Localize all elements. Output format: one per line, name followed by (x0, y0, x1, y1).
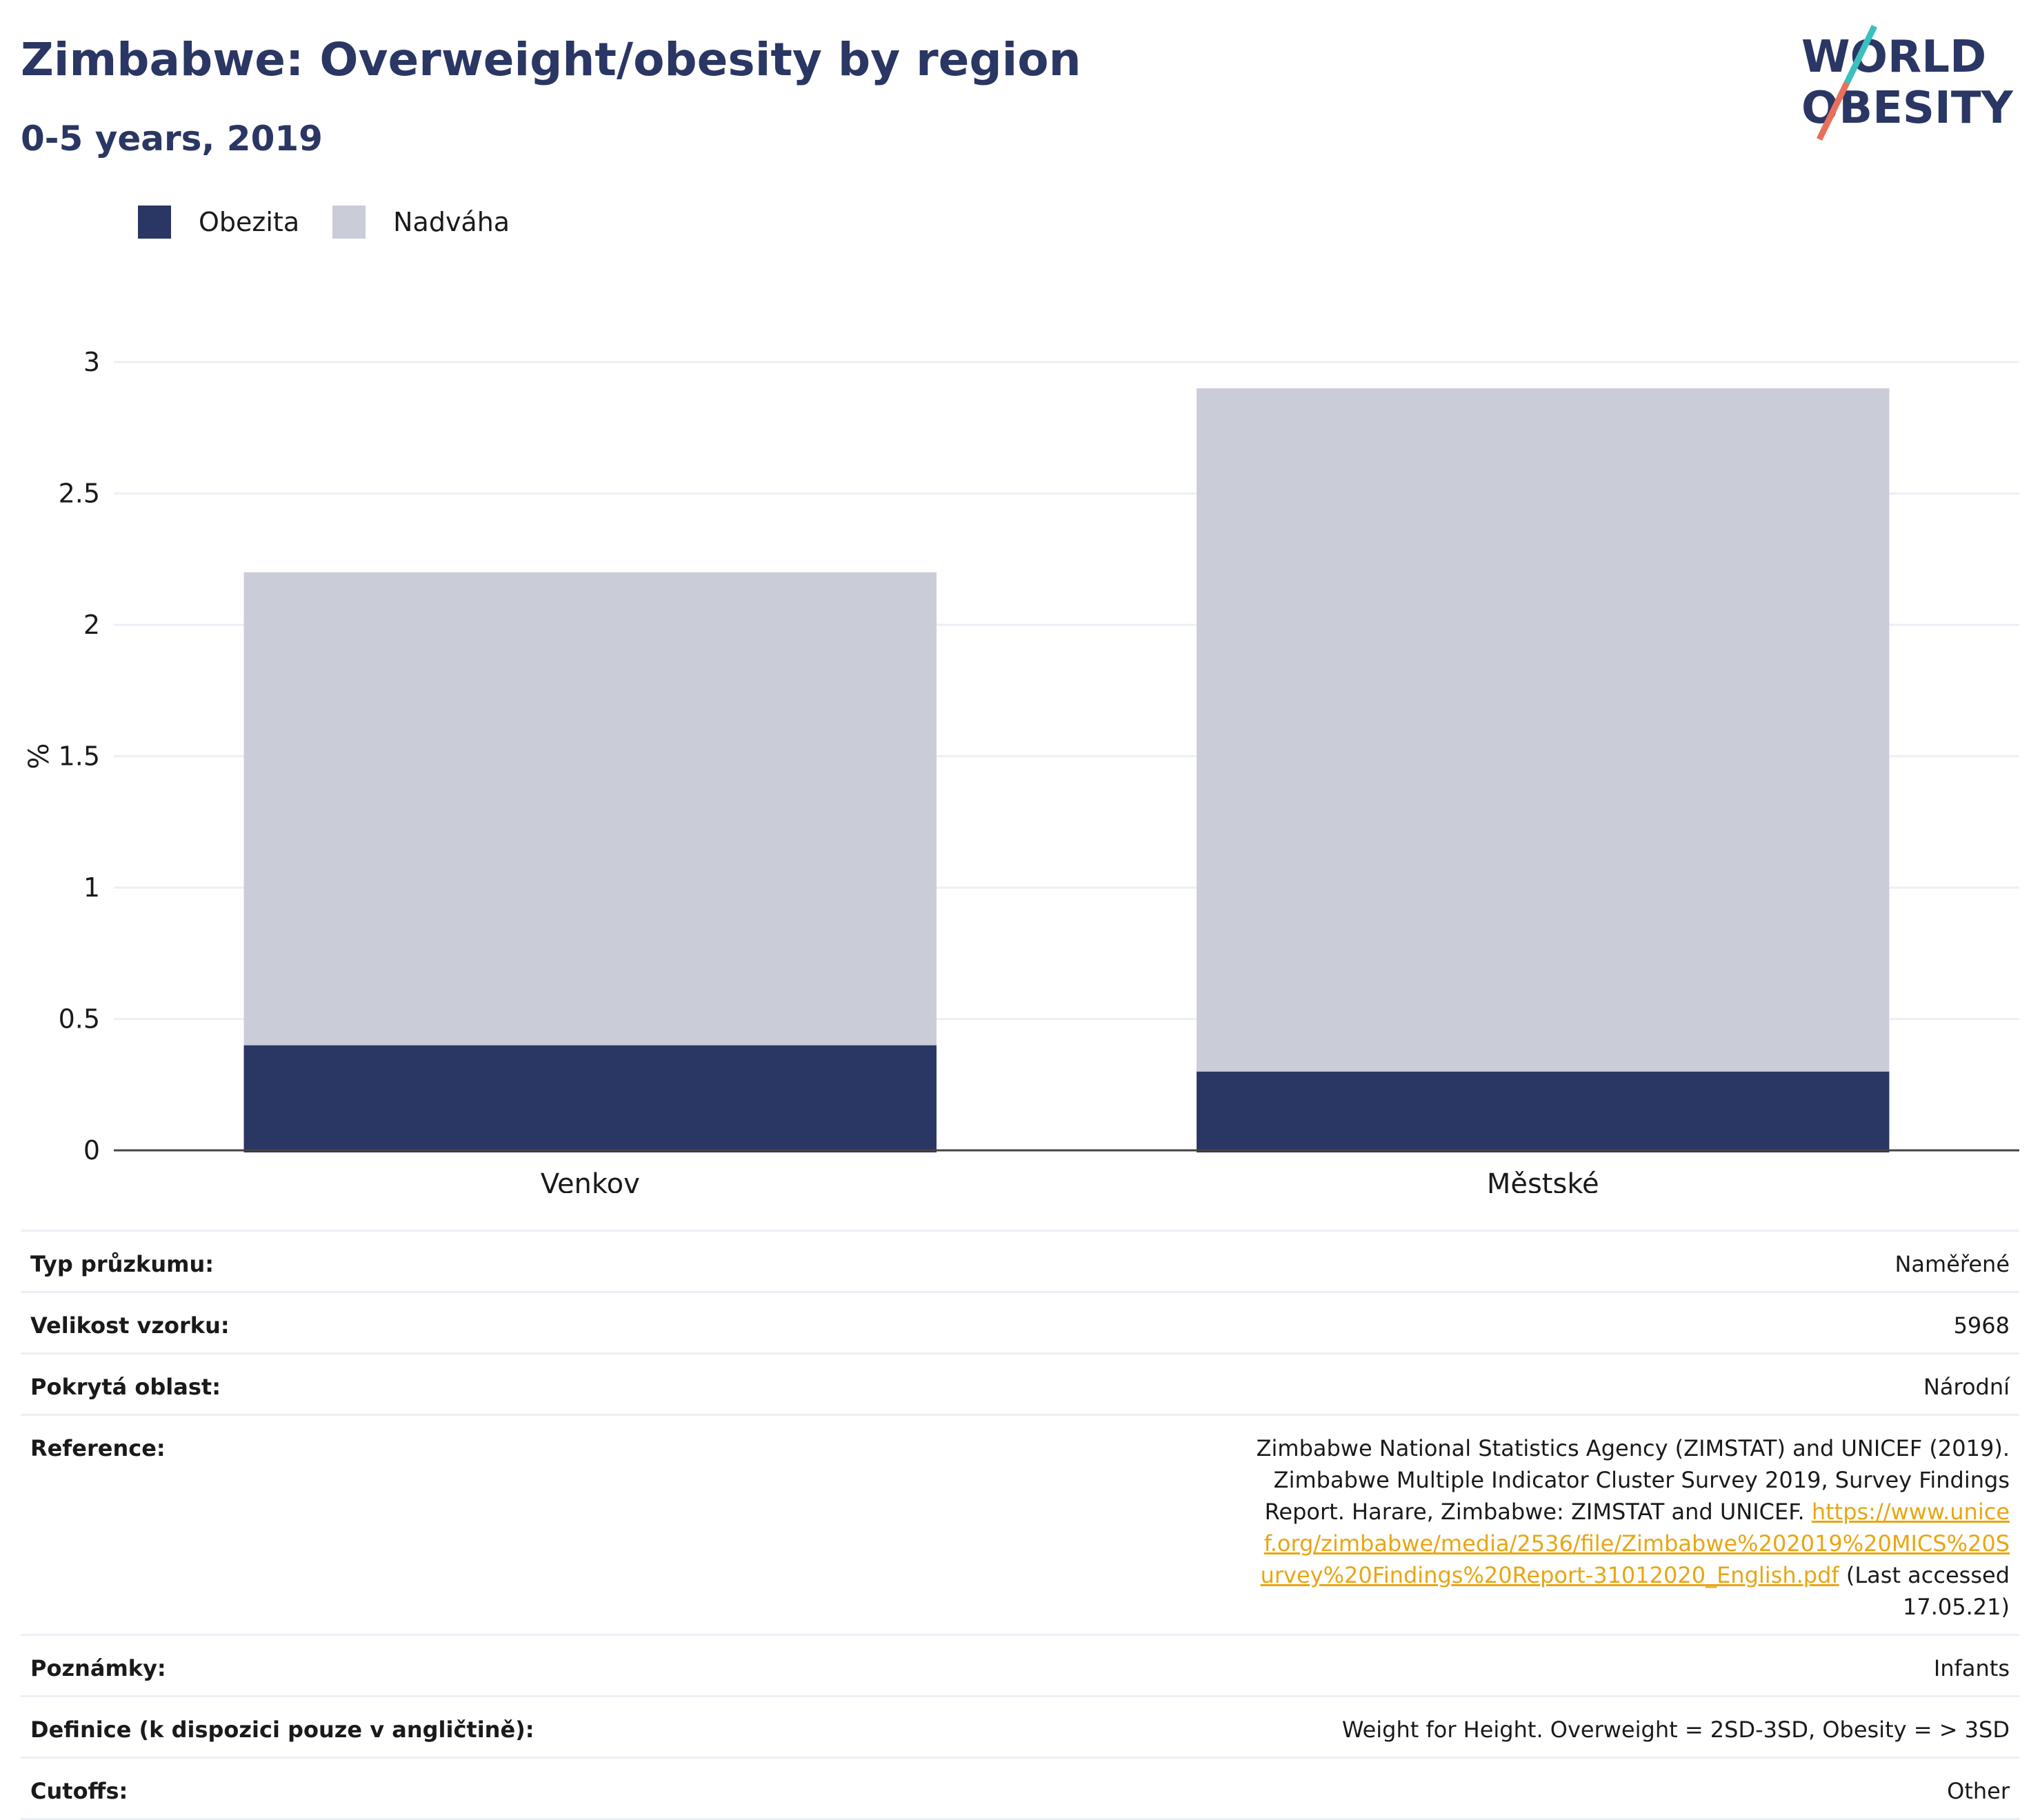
y-axis-label: % (23, 743, 55, 769)
meta-row-survey-type: Typ průzkumu: Naměřené (21, 1230, 2019, 1292)
bar-obezita-venkov (243, 1045, 937, 1152)
chart-subtitle: 0-5 years, 2019 (21, 119, 323, 159)
meta-row-cutoffs: Cutoffs: Other (21, 1757, 2019, 1820)
meta-row-notes: Poznámky: Infants (21, 1634, 2019, 1697)
meta-value: 5968 (661, 1291, 2019, 1354)
world-obesity-logo: WORLD OBESITY (1801, 25, 2013, 141)
bar-chart: 0 0.5 1 1.5 2 2.5 3% Venkov Městské (23, 347, 2019, 1193)
meta-label: Reference: (21, 1414, 661, 1635)
meta-value: Weight for Height. Overweight = 2SD-3SD,… (661, 1695, 2019, 1758)
meta-label: Pokrytá oblast: (21, 1352, 661, 1415)
metadata-table: Typ průzkumu: Naměřené Velikost vzorku: … (21, 1230, 2019, 1820)
svg-text:WORLD: WORLD (1801, 32, 1986, 83)
bar-obezita-městské (1197, 1071, 1890, 1152)
meta-value: Zimbabwe National Statistics Agency (ZIM… (661, 1414, 2019, 1635)
chart-title: Zimbabwe: Overweight/obesity by region (21, 33, 1081, 86)
y-tick-label: 1 (83, 872, 100, 903)
bar-nadváha-městské (1197, 388, 1890, 1072)
y-tick-label: 3 (83, 347, 100, 377)
meta-label: Velikost vzorku: (21, 1291, 661, 1354)
meta-row-definition: Definice (k dispozici pouze v angličtině… (21, 1695, 2019, 1758)
legend: Obezita Nadváha (138, 206, 543, 239)
meta-label: Typ průzkumu: (21, 1230, 661, 1292)
meta-value: Naměřené (661, 1230, 2019, 1292)
legend-swatch-nadvaha (332, 206, 366, 239)
y-tick-label: 2.5 (59, 479, 100, 509)
legend-label-nadvaha: Nadváha (393, 207, 510, 237)
meta-value: Other (661, 1757, 2019, 1820)
meta-value: Infants (661, 1634, 2019, 1697)
y-tick-label: 0.5 (59, 1004, 100, 1034)
meta-label: Poznámky: (21, 1634, 661, 1697)
meta-label: Cutoffs: (21, 1757, 661, 1820)
meta-row-reference: Reference: Zimbabwe National Statistics … (21, 1414, 2019, 1635)
reference-text: Zimbabwe National Statistics Agency (ZIM… (1256, 1435, 2010, 1525)
meta-value: Národní (661, 1352, 2019, 1415)
bar-nadváha-venkov (243, 572, 937, 1046)
legend-item-obezita[interactable]: Obezita (138, 206, 299, 239)
legend-swatch-obezita (138, 206, 171, 239)
reference-accessed: (Last accessed 17.05.21) (1846, 1562, 2010, 1620)
y-tick-label: 2 (83, 610, 100, 640)
legend-item-nadvaha[interactable]: Nadváha (332, 206, 510, 239)
x-tick-label: Městské (1487, 1168, 1599, 1193)
x-tick-label: Venkov (541, 1168, 640, 1193)
y-tick-label: 0 (83, 1135, 100, 1166)
reference-link[interactable]: https://www.unicef.org/zimbabwe/media/25… (1260, 1499, 2010, 1588)
meta-row-area: Pokrytá oblast: Národní (21, 1352, 2019, 1415)
meta-row-sample-size: Velikost vzorku: 5968 (21, 1291, 2019, 1354)
meta-label: Definice (k dispozici pouze v angličtině… (21, 1695, 661, 1758)
legend-label-obezita: Obezita (199, 207, 300, 237)
y-tick-label: 1.5 (59, 741, 100, 772)
